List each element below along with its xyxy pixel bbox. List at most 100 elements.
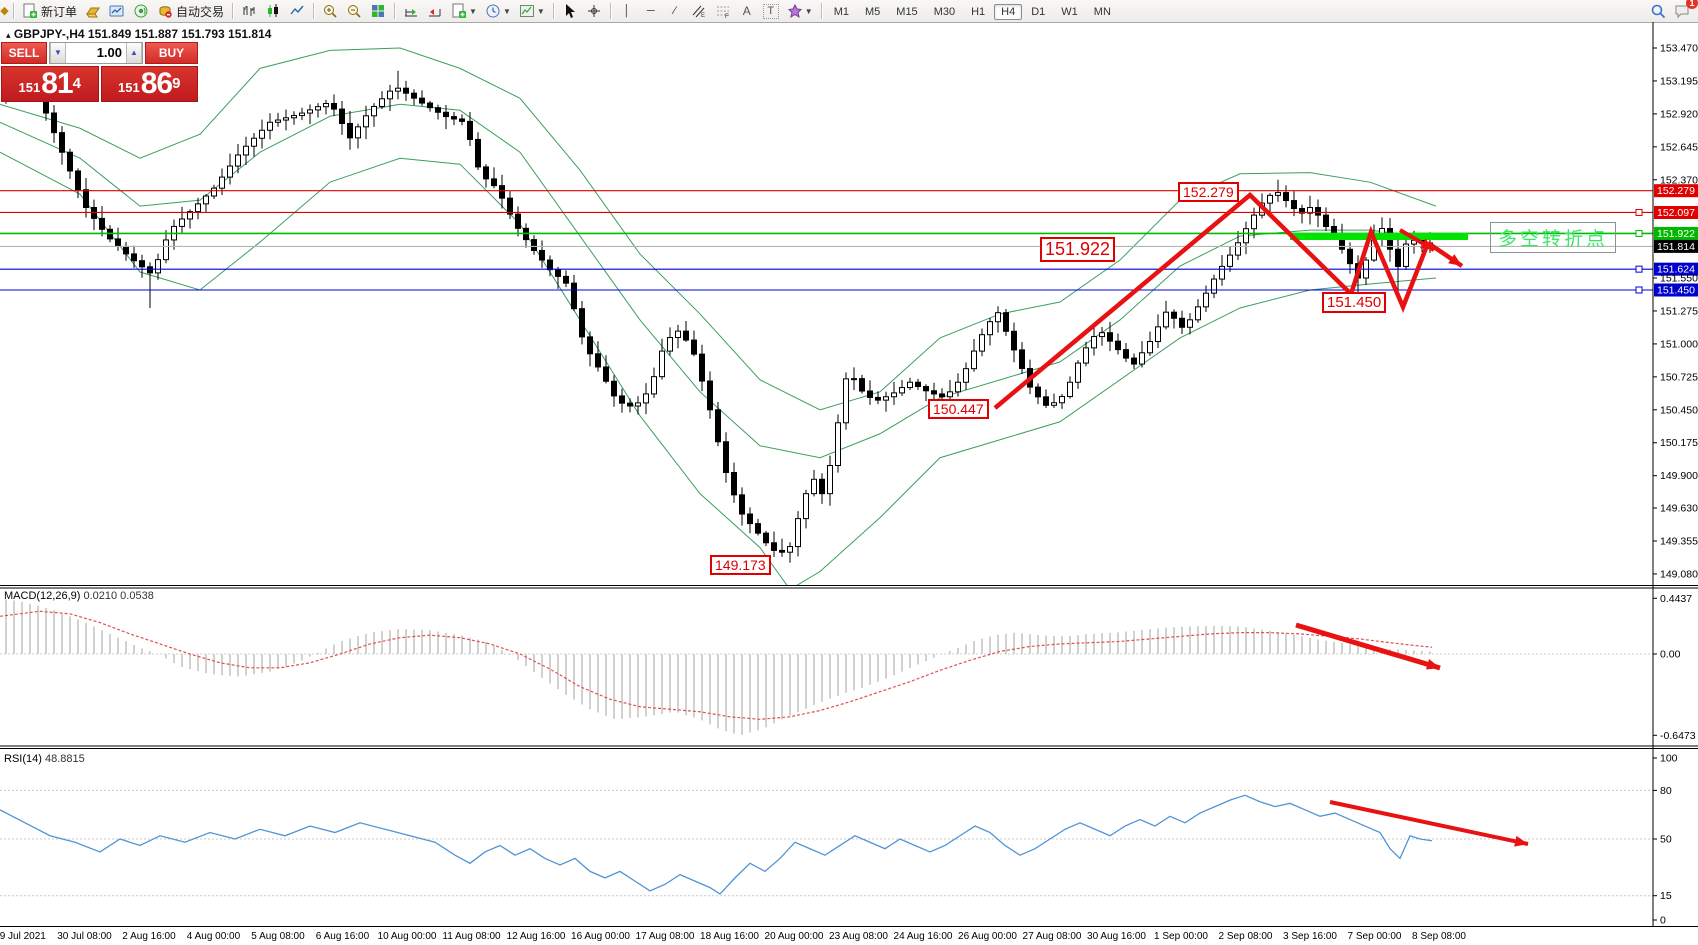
- chart-shift-button[interactable]: [424, 1, 446, 21]
- bar-chart-mode-button[interactable]: [238, 1, 260, 21]
- vline-tool-button[interactable]: │: [616, 1, 638, 21]
- line-chart-mode-button[interactable]: [286, 1, 308, 21]
- time-axis-label: 20 Aug 00:00: [765, 931, 824, 942]
- clock-icon: [486, 4, 500, 18]
- price-tick-label: 153.195: [1660, 75, 1698, 87]
- shapes-icon: [787, 3, 802, 19]
- dropdown-caret-icon: ▼: [502, 6, 511, 16]
- rsi-tick-label: 50: [1660, 834, 1672, 846]
- tile-windows-button[interactable]: [367, 1, 389, 21]
- line-anchor[interactable]: [1635, 286, 1643, 294]
- terminal-button[interactable]: [106, 1, 128, 21]
- line-anchor[interactable]: [1635, 208, 1643, 216]
- timeframe-h4[interactable]: H4: [994, 4, 1023, 20]
- timeframe-m1[interactable]: M1: [833, 6, 849, 18]
- equidistant-channel-icon: E: [692, 5, 705, 19]
- toolbar-separator: [313, 3, 315, 19]
- price-badge-151.814: [1654, 239, 1698, 253]
- price-tick-label: 149.630: [1660, 503, 1698, 515]
- timeframe-w1[interactable]: W1: [1061, 6, 1078, 18]
- terminal-icon: [109, 5, 124, 17]
- toolbar-separator: [552, 3, 554, 19]
- trendline-tool-button[interactable]: ∕: [664, 1, 686, 21]
- dropdown-caret-icon: ▼: [469, 6, 477, 16]
- volume-decrease-button[interactable]: ▼: [50, 43, 66, 63]
- price-badge-151.450: [1654, 283, 1698, 297]
- hline-tool-button[interactable]: ─: [640, 1, 662, 21]
- shapes-tool-button[interactable]: ▼: [784, 1, 816, 21]
- sell-price-display[interactable]: 151 81 4: [1, 66, 99, 102]
- autotrade-icon: [159, 6, 172, 18]
- toolbar-separator: [609, 3, 611, 19]
- macd-down-arrow-head: [1425, 659, 1440, 670]
- time-axis-label: 8 Sep 08:00: [1412, 931, 1466, 942]
- timeframe-h1[interactable]: H1: [971, 6, 986, 18]
- template-icon: [519, 5, 534, 17]
- timeframe-m15[interactable]: M15: [896, 6, 918, 18]
- rsi-value: 48.8815: [44, 753, 85, 765]
- line-anchor[interactable]: [1635, 265, 1643, 273]
- time-axis-label: 29 Jul 2021: [0, 931, 46, 942]
- time-axis-label: 7 Sep 00:00: [1348, 931, 1402, 942]
- annotation-151.450: 151.450: [1322, 292, 1387, 314]
- autotrade-button[interactable]: 自动交易: [154, 1, 227, 21]
- candle-chart-mode-button[interactable]: [262, 1, 284, 21]
- chart-shift-icon: [429, 9, 441, 17]
- line-anchor[interactable]: [1635, 229, 1643, 237]
- channel-tool-button[interactable]: E: [688, 1, 710, 21]
- period-button[interactable]: ▼: [482, 1, 514, 21]
- horizontal-line-icon: ─: [646, 5, 655, 17]
- price-tick-label: 152.920: [1660, 108, 1698, 120]
- buy-button[interactable]: BUY: [145, 42, 198, 64]
- timeframe-mn[interactable]: MN: [1093, 6, 1111, 18]
- add-indicator-icon: [452, 3, 467, 18]
- new-order-label: 新订单: [41, 4, 78, 19]
- signals-button[interactable]: [130, 1, 152, 21]
- timeframe-m5[interactable]: M5: [865, 6, 881, 18]
- market-watch-button[interactable]: [82, 1, 104, 21]
- sell-button[interactable]: SELL: [1, 42, 47, 64]
- price-badge-152.097: [1654, 205, 1698, 219]
- price-tick-label: 152.370: [1660, 174, 1698, 186]
- symbol-ohlc-text: GBPJPY-,H4 151.849 151.887 151.793 151.8…: [13, 27, 272, 41]
- crosshair-icon: [587, 5, 600, 17]
- time-axis-label: 26 Aug 00:00: [958, 931, 1017, 942]
- zoom-in-button[interactable]: [319, 1, 341, 21]
- label-tool-button[interactable]: T: [760, 1, 782, 21]
- volume-input[interactable]: 1.00: [96, 45, 122, 60]
- timeframe-d1[interactable]: D1: [1031, 6, 1046, 18]
- time-axis-label: 2 Sep 08:00: [1219, 931, 1273, 942]
- candlesticks: [3, 70, 1433, 563]
- autotrade-label: 自动交易: [176, 4, 225, 19]
- zoom-out-button[interactable]: [343, 1, 365, 21]
- time-axis-label: 23 Aug 08:00: [829, 931, 888, 942]
- rsi-tick-label: 100: [1660, 753, 1678, 765]
- buy-price-display[interactable]: 151 86 9: [100, 66, 198, 102]
- bollinger-lower-band: [0, 151, 1437, 585]
- volume-increase-button[interactable]: ▲: [126, 43, 142, 63]
- price-badge-151.922: [1654, 226, 1698, 240]
- bollinger-upper-band: [0, 47, 1437, 411]
- crosshair-tool-button[interactable]: [583, 1, 605, 21]
- one-click-trade-panel: SELL ▼ 1.00 ▲ BUY 151 81 4 151 86 9: [1, 42, 198, 102]
- auto-scroll-button[interactable]: [400, 1, 422, 21]
- time-axis-label: 3 Sep 16:00: [1283, 931, 1337, 942]
- chat-button[interactable]: 1: [1671, 0, 1698, 21]
- time-axis-label: 2 Aug 16:00: [122, 931, 176, 942]
- template-button[interactable]: ▼: [516, 1, 548, 21]
- zoom-out-icon: [348, 5, 361, 18]
- text-tool-button[interactable]: A: [736, 1, 758, 21]
- toolbar-separator: [13, 3, 14, 19]
- time-axis-label: 17 Aug 08:00: [636, 931, 695, 942]
- macd-values: 0.0210 0.0538: [83, 590, 154, 602]
- price-tick-label: 149.080: [1660, 568, 1698, 580]
- candle-chart-icon: [268, 4, 279, 17]
- fibonacci-tool-button[interactable]: F: [712, 1, 734, 21]
- search-button[interactable]: [1647, 1, 1669, 21]
- cursor-tool-button[interactable]: [559, 1, 581, 21]
- timeframe-m30[interactable]: M30: [933, 6, 956, 18]
- new-order-button[interactable]: 新订单: [19, 1, 80, 21]
- add-indicator-button[interactable]: ▼: [448, 1, 480, 21]
